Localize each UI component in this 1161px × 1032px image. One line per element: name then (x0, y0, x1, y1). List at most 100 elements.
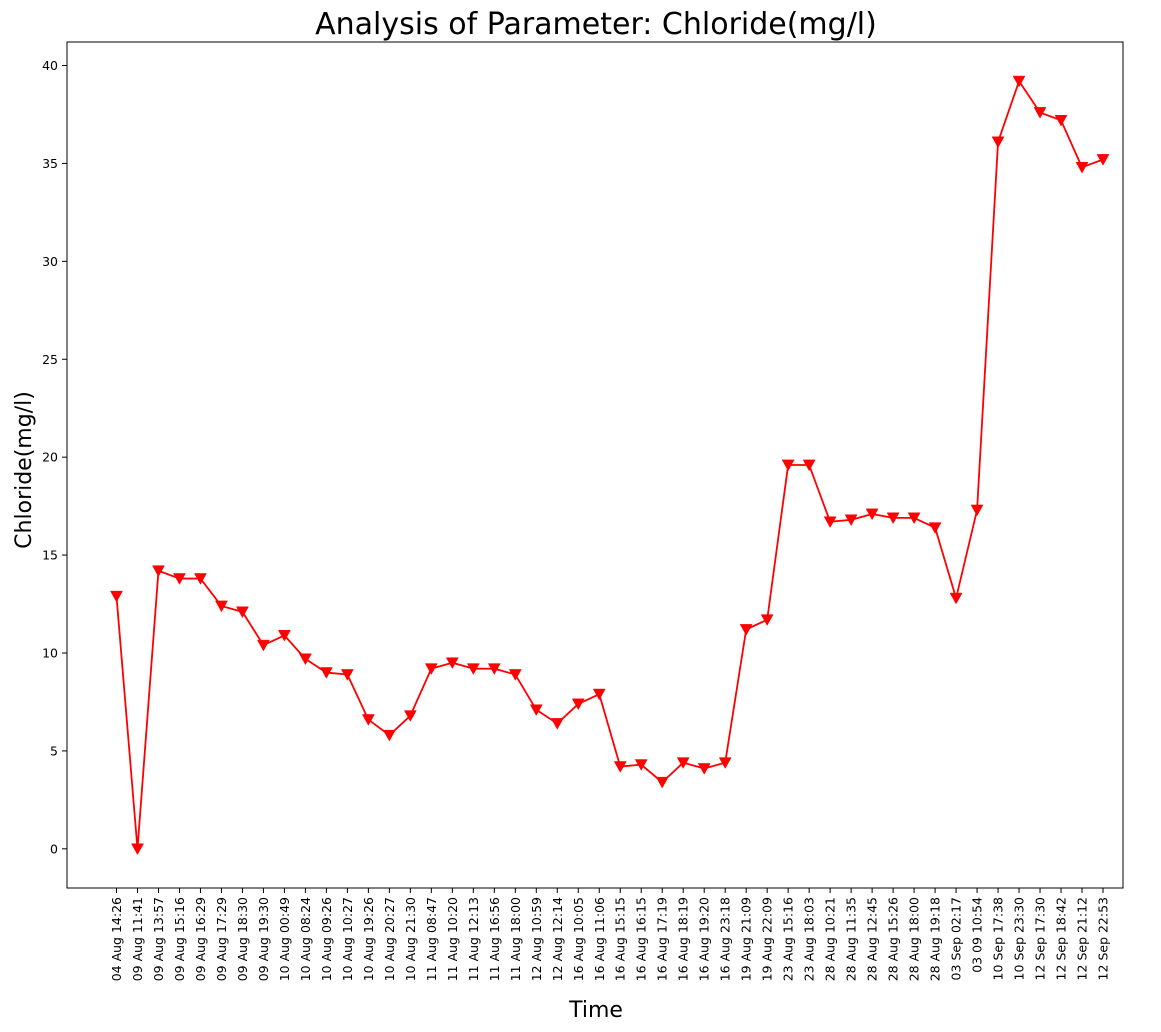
x-tick-label: 16 Aug 19:20 (697, 897, 712, 981)
data-point-marker (466, 663, 480, 675)
data-point-marker (655, 776, 669, 789)
data-point-marker (215, 600, 228, 613)
data-point-marker (529, 704, 543, 717)
y-tick-label: 15 (42, 548, 58, 563)
data-point-marker (277, 630, 291, 642)
data-point-marker (152, 565, 165, 577)
chloride-series (110, 75, 1110, 856)
x-tick-label: 11 Aug 16:56 (487, 897, 502, 981)
y-tick-label: 20 (42, 450, 58, 465)
x-tick-label: 12 Sep 22:53 (1096, 897, 1111, 980)
y-tick-label: 25 (42, 352, 58, 367)
data-point-marker (1033, 107, 1047, 119)
data-point-marker (970, 504, 984, 517)
x-tick-label: 16 Aug 10:05 (571, 897, 586, 981)
data-point-marker (718, 757, 732, 769)
data-point-marker (131, 843, 144, 856)
data-point-marker (1096, 154, 1110, 166)
data-point-marker (508, 669, 522, 681)
data-point-marker (823, 516, 837, 529)
x-tick-label: 11 Aug 12:13 (466, 897, 481, 981)
x-tick-label: 16 Aug 15:15 (613, 897, 628, 981)
data-point-marker (445, 657, 459, 670)
x-tick-label: 16 Aug 11:06 (592, 897, 607, 981)
data-point-marker (739, 624, 753, 636)
data-point-marker (781, 459, 795, 472)
data-point-marker (1012, 75, 1026, 88)
x-tick-label: 19 Aug 22:09 (760, 897, 775, 981)
data-point-marker (236, 606, 249, 619)
x-tick-label: 09 Aug 15:16 (172, 897, 187, 981)
data-point-marker (802, 459, 816, 472)
x-tick-label: 11 Aug 18:00 (508, 897, 523, 981)
x-tick-label: 10 Sep 17:38 (991, 897, 1006, 980)
data-point-marker (1075, 161, 1089, 174)
x-tick-label: 03 Sep 02:17 (949, 897, 964, 980)
x-tick-label: 09 Aug 18:30 (235, 897, 250, 981)
chart-title: Analysis of Parameter: Chloride(mg/l) (315, 7, 877, 42)
x-tick-label: 16 Aug 16:15 (634, 897, 649, 981)
x-tick-label: 09 Aug 19:30 (256, 897, 271, 981)
x-axis-label: Time (568, 998, 623, 1023)
data-point-marker (257, 639, 270, 652)
x-tick-label: 10 Aug 20:27 (382, 897, 397, 981)
x-tick-label: 03 09 10:54 (970, 897, 985, 973)
y-tick-label: 30 (42, 254, 58, 269)
data-point-marker (550, 718, 564, 730)
data-point-marker (571, 698, 585, 711)
x-tick-label: 23 Aug 15:16 (781, 897, 796, 981)
data-point-marker (487, 663, 501, 675)
y-tick-label: 0 (50, 841, 58, 856)
data-point-marker (298, 653, 312, 666)
data-point-marker (676, 757, 690, 769)
data-point-marker (592, 688, 606, 701)
x-tick-label: 16 Aug 17:19 (655, 897, 670, 981)
data-point-marker (1054, 114, 1068, 127)
x-tick-label: 11 Aug 08:47 (424, 897, 439, 981)
x-tick-label: 12 Aug 10:59 (529, 897, 544, 981)
x-tick-label: 10 Sep 23:30 (1012, 897, 1027, 980)
x-tick-label: 28 Aug 12:45 (865, 897, 880, 981)
x-tick-label: 16 Aug 18:19 (676, 897, 691, 981)
x-tick-label: 28 Aug 11:35 (844, 897, 859, 981)
data-point-marker (634, 759, 648, 771)
y-tick-label: 10 (42, 646, 58, 661)
x-tick-label: 23 Aug 18:03 (802, 897, 817, 981)
x-tick-label: 10 Aug 10:27 (340, 897, 355, 981)
data-point-marker (613, 761, 627, 773)
data-point-marker (361, 714, 375, 726)
x-tick-label: 12 Aug 12:14 (550, 897, 565, 981)
x-tick-label: 09 Aug 17:29 (214, 897, 229, 981)
x-tick-label: 10 Aug 19:26 (361, 897, 376, 981)
data-point-marker (865, 508, 879, 521)
data-point-marker (886, 512, 900, 525)
data-point-marker (382, 729, 396, 742)
x-axis: 04 Aug 14:26 09 Aug 11:41 09 Aug 13:57 09 A… (109, 888, 1111, 981)
y-tick-label: 40 (42, 58, 58, 73)
x-tick-label: 12 Sep 17:30 (1033, 897, 1048, 980)
data-point-marker (403, 710, 417, 722)
x-tick-label: 28 Aug 18:00 (907, 897, 922, 981)
data-point-marker (340, 669, 354, 681)
y-tick-label: 5 (50, 743, 58, 758)
data-point-marker (760, 614, 774, 626)
data-point-marker (424, 663, 438, 675)
data-point-marker (907, 512, 921, 525)
x-tick-label: 10 Aug 09:26 (319, 897, 334, 981)
y-axis: 0 5 10 15 20 25 30 35 40 (42, 58, 67, 856)
x-tick-label: 09 Aug 11:41 (130, 897, 145, 981)
data-point-marker (319, 667, 333, 679)
data-point-marker (949, 592, 963, 605)
y-axis-label: Chloride(mg/l) (12, 391, 37, 549)
data-point-marker (173, 573, 186, 585)
data-point-marker (991, 136, 1005, 149)
x-tick-label: 09 Aug 16:29 (193, 897, 208, 981)
x-tick-label: 09 Aug 13:57 (151, 897, 166, 981)
x-tick-label: 28 Aug 19:18 (928, 897, 943, 981)
x-tick-label: 10 Aug 00:49 (277, 897, 292, 981)
x-tick-label: 12 Sep 18:42 (1054, 897, 1069, 980)
data-point-marker (697, 763, 711, 775)
data-point-marker (928, 522, 942, 534)
data-point-marker (844, 514, 858, 527)
